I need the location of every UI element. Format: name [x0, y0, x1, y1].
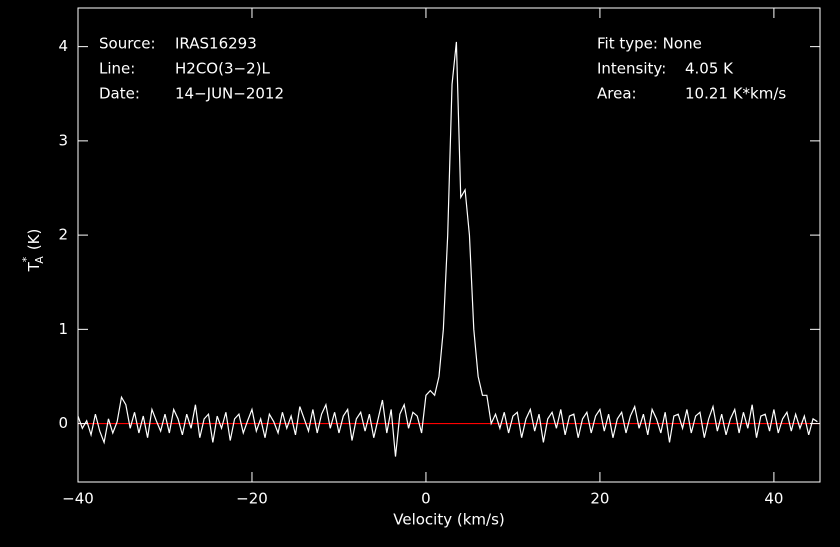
- y-axis-label: T*A (K): [20, 229, 46, 273]
- y-tick-label: 3: [58, 131, 68, 149]
- y-tick-label: 2: [58, 226, 68, 244]
- annotation-value: 14−JUN−2012: [175, 85, 284, 103]
- annotation-label: Intensity:: [597, 60, 666, 78]
- y-tick-label: 1: [58, 320, 68, 338]
- x-tick-label: −20: [236, 490, 268, 508]
- spectrum-line: [77, 41, 818, 457]
- x-tick-label: 0: [421, 490, 431, 508]
- annotation-value: 4.05 K: [685, 60, 734, 78]
- y-label-unit: (K): [25, 229, 43, 251]
- annotation-label: Date:: [99, 85, 140, 103]
- y-tick-label: 4: [58, 37, 68, 55]
- annotation-value: 10.21 K*km/s: [685, 85, 786, 103]
- y-label-sup: *: [20, 256, 33, 262]
- annotation-label: Source:: [99, 35, 156, 53]
- annotation-label: Line:: [99, 60, 135, 78]
- y-label-main: T: [25, 261, 43, 272]
- annotation-label: Area:: [597, 85, 637, 103]
- annotation-value: H2CO(3−2)L: [175, 60, 270, 78]
- x-axis-label: Velocity (km/s): [393, 511, 504, 529]
- annotation-value: IRAS16293: [175, 35, 257, 53]
- x-tick-label: −40: [62, 490, 94, 508]
- y-label-sub: A: [33, 256, 46, 264]
- y-tick-label: 0: [58, 414, 68, 432]
- annotation-label: Fit type: None: [597, 35, 702, 53]
- x-tick-label: 20: [590, 490, 609, 508]
- plot-frame: [77, 7, 821, 483]
- x-tick-label: 40: [764, 490, 783, 508]
